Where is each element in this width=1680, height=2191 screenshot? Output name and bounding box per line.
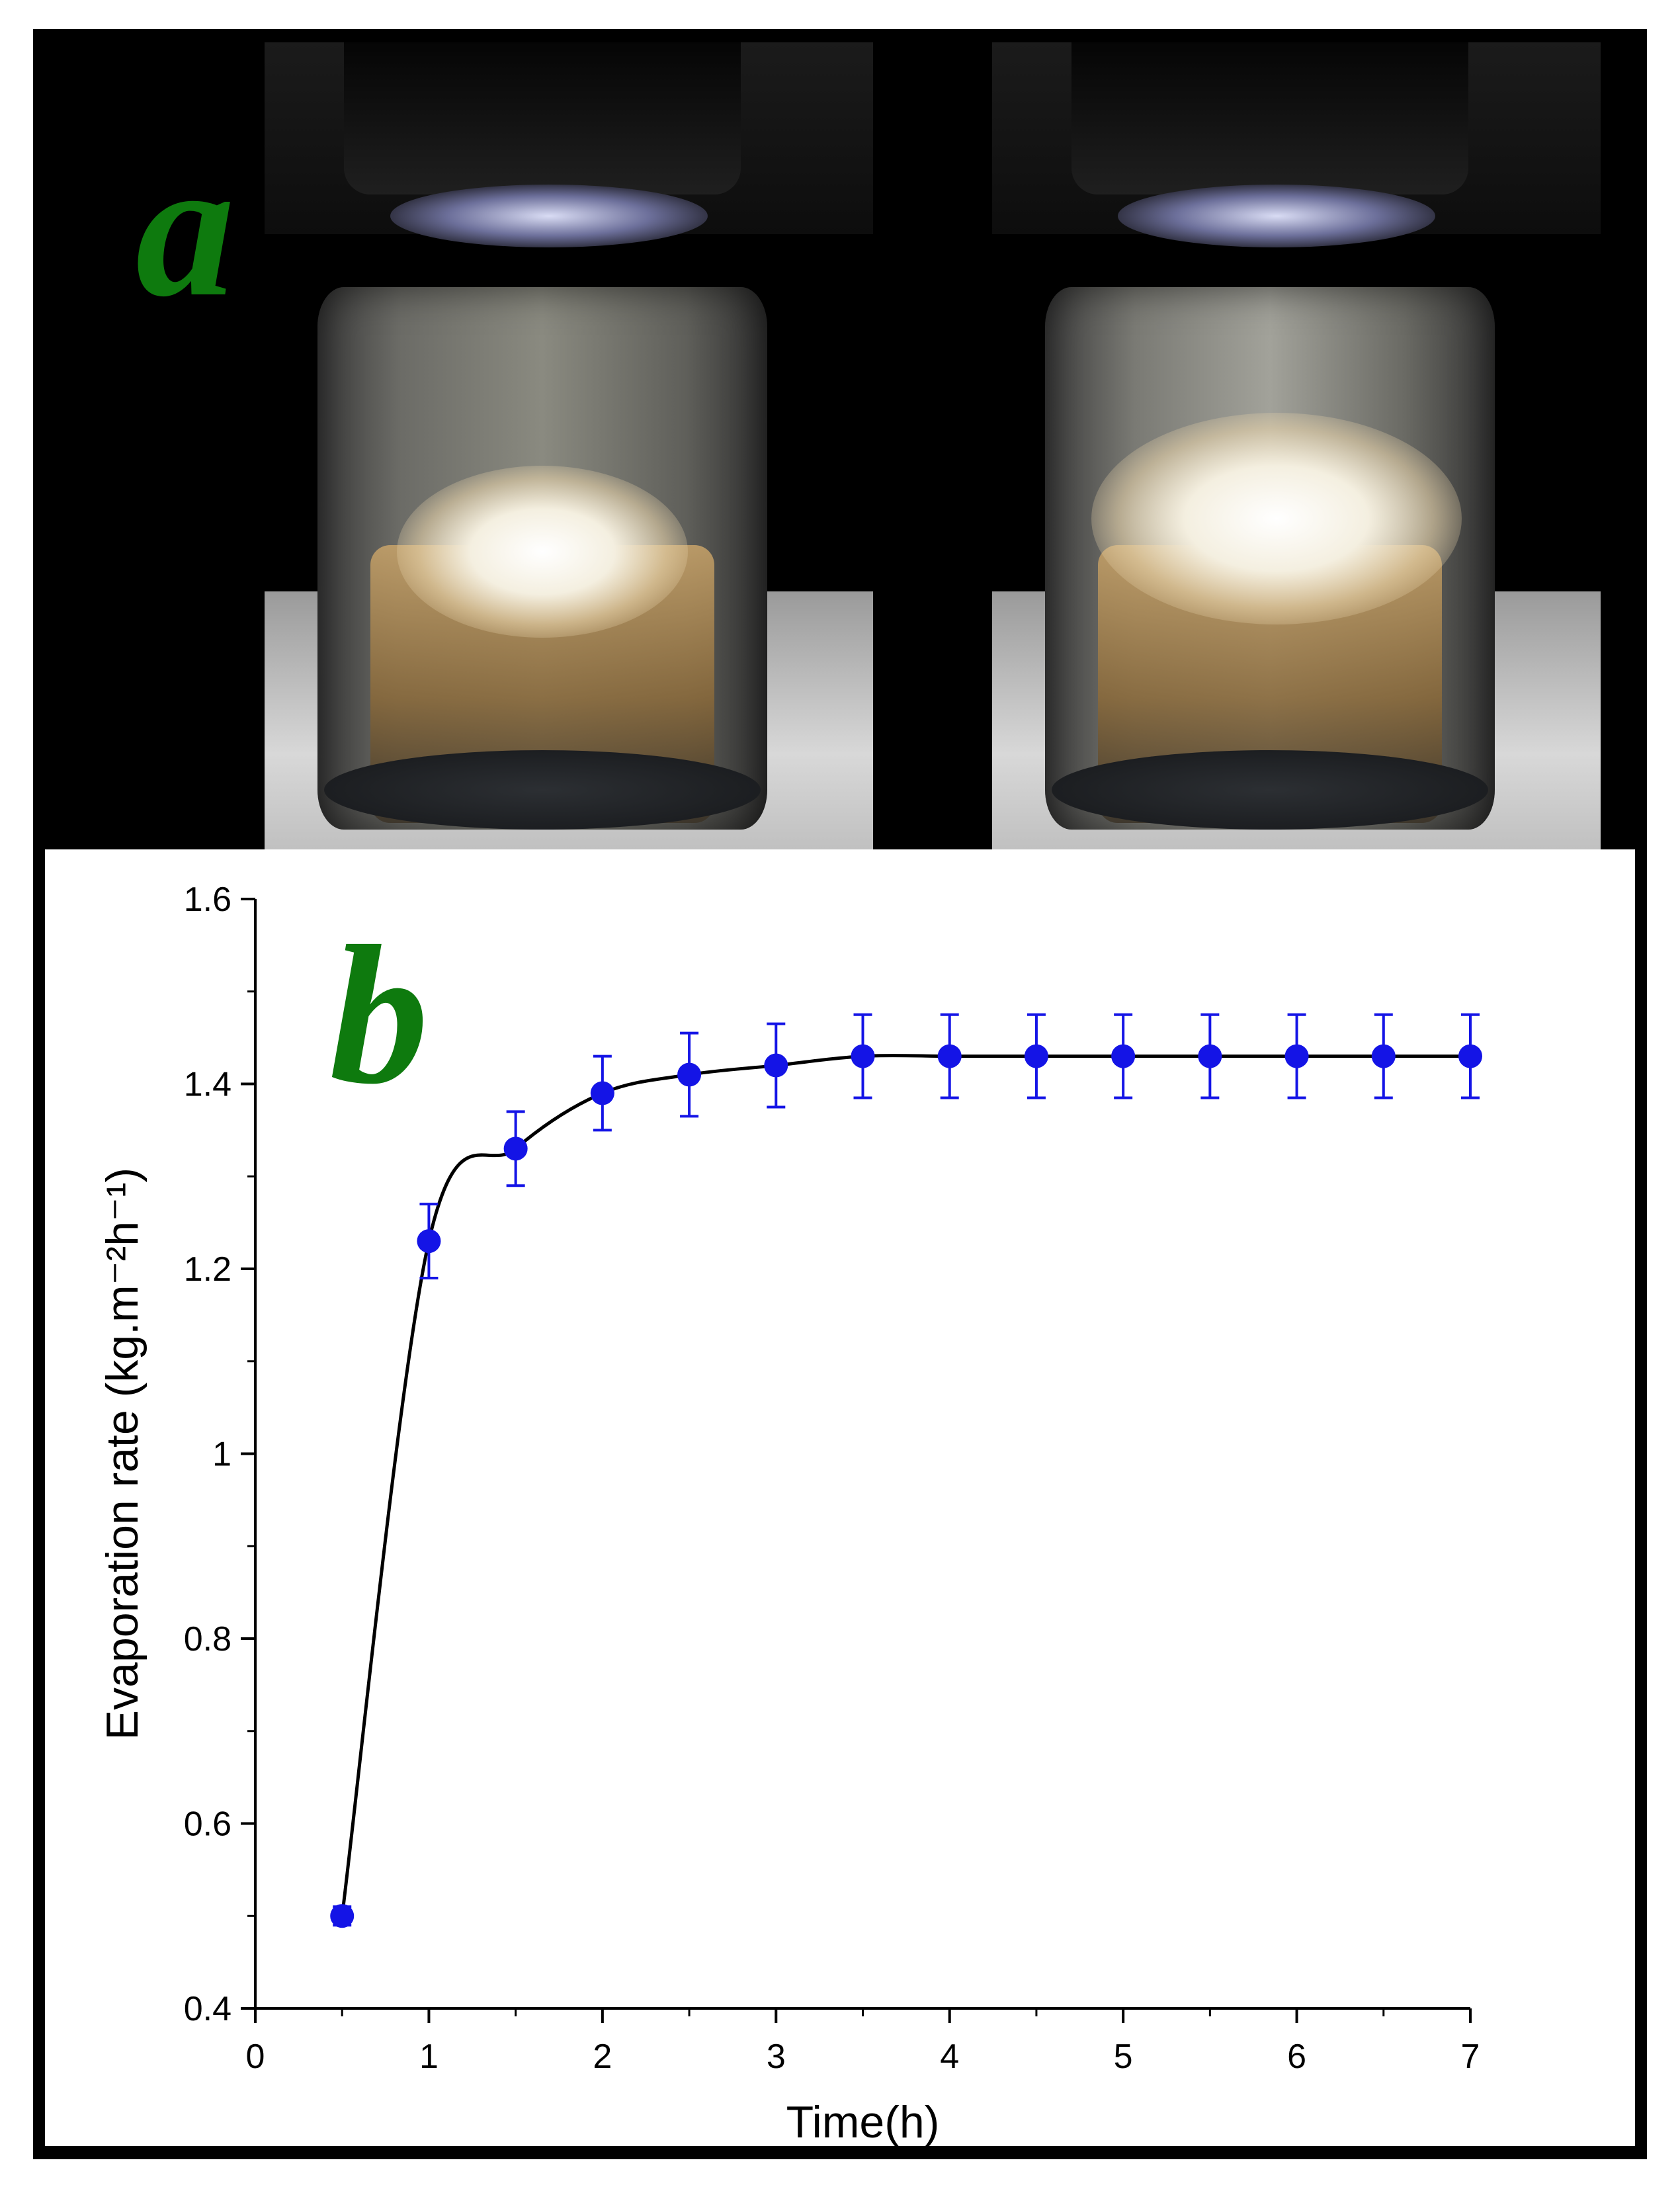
data-point <box>1284 1044 1309 1068</box>
x-tick-label: 5 <box>1114 2038 1133 2076</box>
x-tick-label: 1 <box>419 2038 439 2076</box>
data-point <box>851 1044 875 1068</box>
data-point <box>1371 1044 1396 1068</box>
x-axis-label: Time(h) <box>786 2097 940 2146</box>
x-tick-label: 6 <box>1287 2038 1306 2076</box>
x-tick-label: 7 <box>1461 2038 1480 2076</box>
panel-b-chart: 0 1 2 3 4 5 6 7 0.4 0.6 0.8 1 1.2 1.4 1.6 Time(h) Eva… <box>45 849 1635 2146</box>
data-points <box>330 1044 1482 1928</box>
x-tick-label: 4 <box>940 2038 959 2076</box>
data-point <box>1024 1044 1048 1068</box>
data-point <box>937 1044 962 1068</box>
light-glow <box>397 466 688 638</box>
y-tick-label: 0.4 <box>184 1990 231 2028</box>
data-point <box>330 1904 355 1928</box>
y-tick-label: 1.6 <box>184 881 231 919</box>
evaporation-rate-chart: 0 1 2 3 4 5 6 7 0.4 0.6 0.8 1 1.2 1.4 1.6 Time(h) Eva… <box>97 881 1482 2146</box>
data-point <box>764 1053 788 1078</box>
data-point <box>1198 1044 1222 1068</box>
lamp-housing <box>1071 42 1468 194</box>
data-point <box>417 1229 441 1254</box>
figure: a 0 1 2 3 4 5 6 7 0.4 0.6 0.8 1 1.2 1.4 1.6 Time(h) E… <box>33 29 1647 2159</box>
y-axis-ticks: 0.4 0.6 0.8 1 1.2 1.4 1.6 <box>184 881 255 2028</box>
lamp-light <box>1118 185 1435 247</box>
y-tick-label: 1.4 <box>184 1066 231 1104</box>
data-point <box>1458 1044 1482 1068</box>
lamp-light <box>390 185 708 247</box>
y-tick-label: 1.2 <box>184 1250 231 1289</box>
jar-base <box>324 750 761 830</box>
y-tick-label: 0.6 <box>184 1805 231 1844</box>
error-bars <box>333 1013 1480 1927</box>
data-point <box>1111 1044 1136 1068</box>
x-tick-label: 2 <box>593 2038 612 2076</box>
photo-left-jar <box>265 42 873 849</box>
data-point <box>503 1137 528 1161</box>
y-tick-label: 1 <box>212 1436 231 1474</box>
panel-label-b: b <box>329 905 429 1125</box>
x-tick-label: 3 <box>767 2038 786 2076</box>
photo-right-jar <box>992 42 1601 849</box>
x-tick-label: 0 <box>246 2038 265 2076</box>
x-axis-ticks: 0 1 2 3 4 5 6 7 <box>246 2008 1480 2076</box>
data-point <box>590 1081 614 1105</box>
y-tick-label: 0.8 <box>184 1620 231 1658</box>
data-point <box>677 1062 702 1087</box>
lamp-housing <box>344 42 741 194</box>
panel-a-photos: a <box>33 29 1647 849</box>
y-axis-label: Evaporation rate (kg.m⁻²h⁻¹) <box>97 1168 147 1740</box>
panel-label-a: a <box>136 118 235 337</box>
light-glow <box>1091 413 1462 624</box>
jar-base <box>1052 750 1488 830</box>
